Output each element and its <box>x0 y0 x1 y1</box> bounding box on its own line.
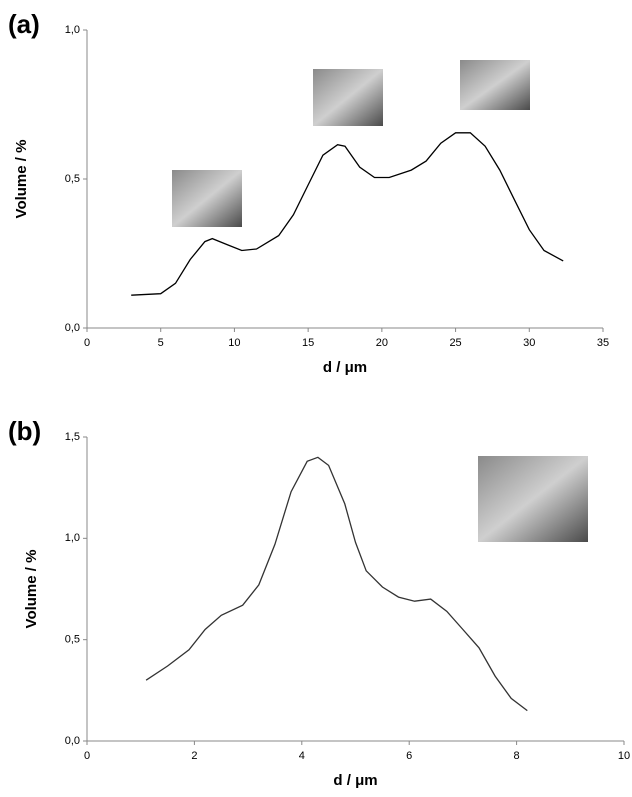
x-tick-label: 25 <box>449 337 461 349</box>
panel-label: (a) <box>8 9 40 39</box>
y-tick-label: 0,0 <box>65 735 80 747</box>
y-axis-label: Volume / % <box>13 140 30 219</box>
y-tick-label: 0,5 <box>65 634 80 646</box>
sem-inset <box>478 456 588 542</box>
y-tick-label: 0,5 <box>65 173 80 185</box>
x-tick-label: 10 <box>228 337 240 349</box>
x-tick-label: 10 <box>618 750 630 762</box>
x-tick-label: 15 <box>302 337 314 349</box>
line <box>145 456 528 712</box>
sem-inset <box>313 69 383 126</box>
y-tick-label: 0,0 <box>65 322 80 334</box>
panel-label: (b) <box>8 416 41 446</box>
x-axis-label: d / μm <box>333 772 377 789</box>
y-tick-label: 1,5 <box>65 431 80 443</box>
y-tick-label: 1,0 <box>65 24 80 36</box>
x-tick-label: 8 <box>514 750 520 762</box>
x-tick-label: 2 <box>191 750 197 762</box>
x-tick-label: 5 <box>158 337 164 349</box>
sem-inset <box>460 60 530 110</box>
x-tick-label: 20 <box>376 337 388 349</box>
x-tick-label: 35 <box>597 337 609 349</box>
x-tick-label: 0 <box>84 337 90 349</box>
line <box>131 132 564 296</box>
x-tick-label: 4 <box>299 750 305 762</box>
x-axis-label: d / μm <box>323 359 367 376</box>
x-tick-label: 0 <box>84 750 90 762</box>
y-axis-label: Volume / % <box>23 550 40 629</box>
sem-inset <box>172 170 242 227</box>
x-tick-label: 30 <box>523 337 535 349</box>
y-tick-label: 1,0 <box>65 532 80 544</box>
x-tick-label: 6 <box>406 750 412 762</box>
